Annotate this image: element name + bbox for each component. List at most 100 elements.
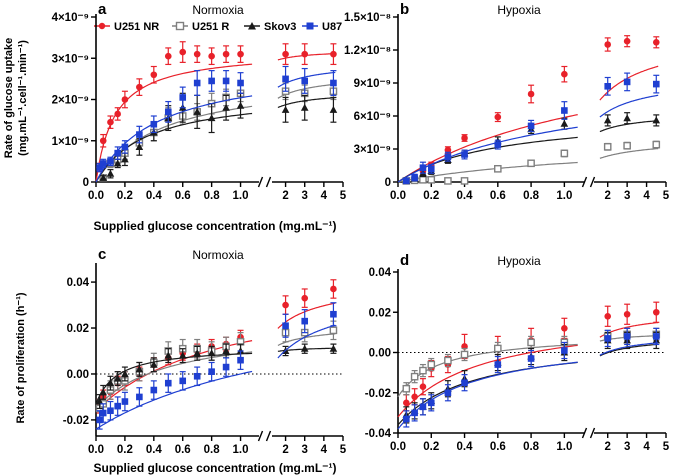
data-point	[402, 384, 411, 393]
data-point	[330, 310, 337, 318]
legend-label-u87: U87	[322, 21, 342, 33]
fit-curve	[95, 370, 253, 430]
series-skov3	[397, 331, 661, 426]
data-point	[179, 94, 187, 101]
data-point	[107, 407, 114, 415]
panel-letter-d: d	[400, 252, 409, 269]
y-tick-label: 0.02	[369, 307, 391, 319]
axis-break-mark	[581, 176, 588, 188]
data-point	[121, 398, 129, 405]
panel-b-title: Hypoxia	[497, 3, 541, 17]
x-tick-label: 3	[302, 444, 308, 456]
data-point	[113, 374, 122, 382]
fit-curve	[397, 343, 578, 398]
data-point	[114, 110, 121, 118]
x-tick-label: 0.0	[88, 190, 104, 202]
data-point	[427, 175, 436, 184]
data-point	[207, 349, 216, 357]
x-tick-label: 0.8	[204, 444, 221, 456]
data-point	[460, 350, 469, 359]
x-tick-label: 1.0	[556, 190, 572, 202]
data-point	[560, 119, 569, 127]
data-point	[164, 108, 172, 116]
data-point	[121, 369, 129, 377]
fit-curve	[599, 148, 659, 159]
data-point	[461, 151, 468, 158]
x-tick-label: 0.6	[175, 190, 191, 202]
data-point	[444, 389, 452, 397]
plots-layer: 0 1×10⁻⁹ 2×10⁻⁹ 3×10⁻⁹ 4×10⁻⁹ 0.0 0.2 0.4 0.6 0.8…	[52, 12, 670, 456]
fit-curve	[277, 324, 336, 359]
legend-marker-square-open	[175, 21, 185, 31]
legend-item-skov3: Skov3	[244, 21, 296, 33]
y-tick-label: -0.02	[63, 415, 89, 427]
data-point	[419, 164, 427, 171]
data-point	[150, 120, 158, 128]
axis-break-mark	[589, 176, 596, 188]
data-point	[604, 41, 612, 48]
y-tick-label: 0.02	[67, 323, 89, 335]
legend: U251 NR U251 R Skov3 U87	[94, 21, 342, 33]
data-point	[652, 308, 660, 316]
y-tick-label: 0.04	[67, 277, 90, 289]
data-point	[121, 155, 129, 163]
data-point	[207, 114, 216, 122]
data-point	[419, 366, 427, 375]
x-tick-label: 0.0	[390, 441, 406, 453]
x-tick-label: 1.0	[233, 190, 249, 202]
data-point	[136, 393, 143, 401]
data-point	[164, 351, 173, 359]
data-point	[403, 399, 410, 407]
series-u87	[397, 327, 660, 430]
x-tick-label: 4	[321, 190, 328, 202]
y-label-uptake-line2: (mg.mL⁻¹.cell⁻¹.min⁻¹)	[17, 40, 29, 156]
axis-break-mark	[265, 430, 272, 442]
x-tick-label: 3	[624, 190, 630, 202]
legend-label-skov3: Skov3	[264, 21, 296, 33]
data-point	[330, 285, 337, 293]
data-point	[99, 160, 107, 167]
data-point	[96, 416, 103, 424]
legend-item-u251-nr: U251 NR	[94, 21, 159, 33]
x-tick-label: 0.8	[523, 190, 540, 202]
y-tick-label: 3×10⁻⁹	[354, 144, 391, 156]
x-tick-label: 5	[663, 190, 670, 202]
data-point	[193, 349, 201, 357]
data-point	[281, 105, 290, 113]
data-point	[427, 360, 436, 369]
series-skov3	[95, 92, 338, 183]
y-tick-label: 0	[385, 177, 391, 189]
legend-marker-circle	[98, 22, 106, 30]
data-point	[427, 399, 435, 407]
data-point	[460, 177, 469, 185]
data-point	[444, 356, 452, 365]
data-point	[623, 78, 631, 86]
data-point	[461, 134, 468, 142]
x-tick-label: 0.6	[175, 444, 191, 456]
series-u251-nr	[95, 279, 337, 414]
data-point	[193, 372, 201, 380]
data-point	[527, 90, 535, 98]
x-tick-label: 3	[624, 441, 630, 453]
x-tick-label: 0.2	[423, 190, 439, 202]
series-u251-r	[95, 82, 338, 183]
panel-letter-b: b	[400, 1, 409, 18]
data-point	[282, 322, 289, 330]
data-point	[652, 80, 660, 88]
data-point	[150, 360, 158, 368]
legend-marker-triangle	[248, 22, 256, 30]
panel-letter-a: a	[98, 1, 107, 18]
data-point	[135, 365, 144, 373]
axis-break-mark	[257, 176, 264, 188]
data-point	[329, 344, 338, 352]
data-point	[403, 177, 410, 185]
y-tick-label: 3×10⁻⁹	[52, 53, 89, 65]
fit-curve	[599, 343, 659, 357]
series-u251-r	[95, 320, 338, 419]
legend-item-u87: U87	[302, 21, 342, 33]
data-point	[561, 347, 568, 354]
x-tick-label: 2	[605, 441, 611, 453]
axis-break-mark	[581, 427, 588, 439]
fit-curve	[277, 71, 336, 88]
x-tick-label: 0.0	[88, 444, 104, 456]
